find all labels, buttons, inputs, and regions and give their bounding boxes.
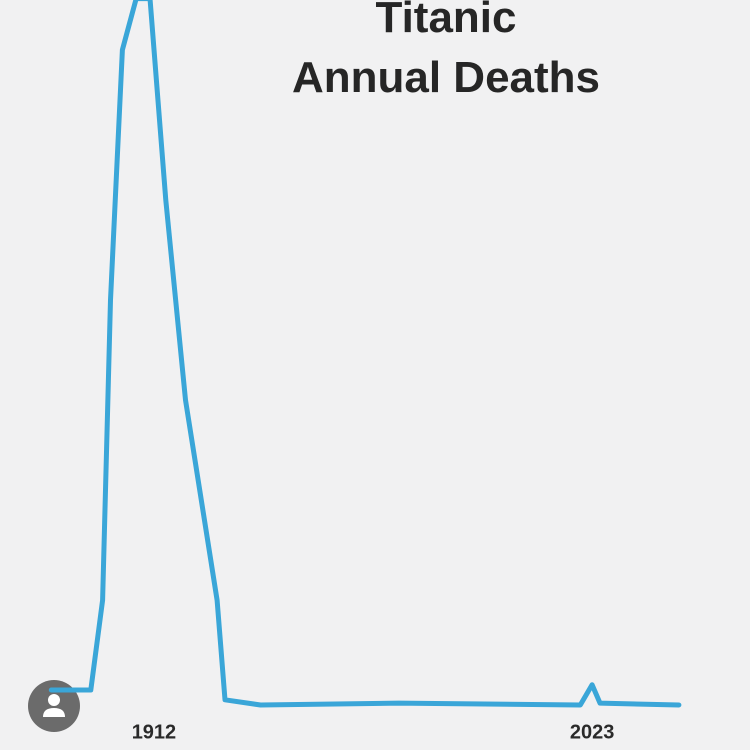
x-tick-label: 2023 — [570, 721, 615, 743]
avatar-icon[interactable] — [28, 680, 80, 732]
x-tick-label: 1912 — [132, 721, 177, 743]
chart-title: Titanic — [375, 0, 516, 42]
data-line — [48, 0, 682, 708]
plot — [48, 0, 682, 708]
avatar-body — [43, 708, 65, 717]
avatar-head — [48, 694, 60, 706]
chart-title: Annual Deaths — [292, 53, 600, 102]
